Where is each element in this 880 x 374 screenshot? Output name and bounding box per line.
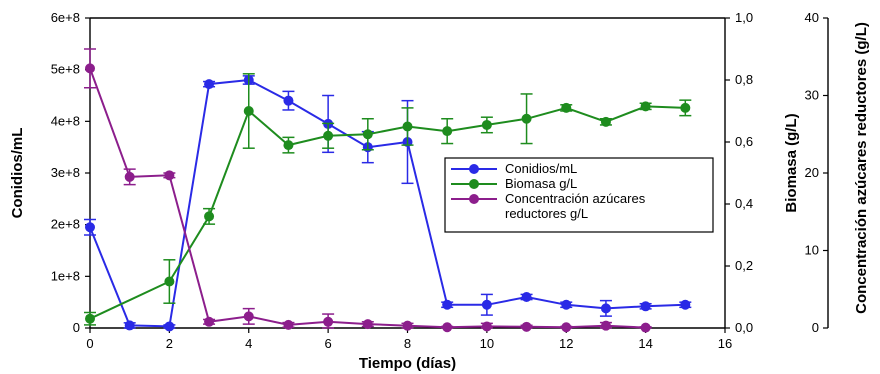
data-point — [323, 130, 334, 141]
y-right1-axis-title: Biomasa (g/L) — [783, 113, 800, 212]
legend-entry-label: reductores g/L — [505, 206, 588, 221]
y-right1-tick-label: 1,0 — [735, 10, 753, 25]
data-point — [680, 299, 691, 310]
y-right2-tick-label: 10 — [805, 243, 819, 258]
data-point — [204, 211, 215, 222]
y-left-tick-label: 3e+8 — [51, 165, 80, 180]
series-1 — [84, 73, 692, 326]
data-point — [640, 322, 651, 333]
data-point — [442, 126, 453, 137]
data-point — [640, 101, 651, 112]
data-point — [243, 311, 254, 322]
data-point — [521, 113, 532, 124]
data-point — [640, 301, 651, 312]
legend-swatch-marker — [469, 194, 479, 204]
y-left-tick-label: 5e+8 — [51, 62, 80, 77]
x-tick-label: 10 — [480, 336, 494, 351]
axes-group: 0 2 4 6 8 10 12 14 16 0 1e+8 2e+8 3e+8 4e+8 5e+8 6e+8 0,… — [9, 10, 870, 372]
data-point — [164, 276, 175, 287]
y-right1-tick-label: 0,2 — [735, 258, 753, 273]
data-point — [600, 303, 611, 314]
data-point — [283, 140, 294, 151]
data-point — [402, 121, 413, 132]
data-point — [124, 320, 135, 331]
x-tick-label: 14 — [638, 336, 652, 351]
data-point — [600, 116, 611, 127]
data-point — [362, 319, 373, 330]
legend-entry-label: Concentración azúcares — [505, 191, 646, 206]
series-group — [84, 48, 692, 333]
data-point — [85, 222, 95, 233]
y-left-axis-title: Conidios/mL — [9, 128, 26, 219]
legend-entry-label: Biomasa g/L — [505, 176, 577, 191]
legend-swatch-marker — [469, 179, 479, 189]
data-point — [481, 299, 492, 310]
x-tick-label: 12 — [559, 336, 573, 351]
data-point — [442, 322, 453, 333]
x-tick-label: 4 — [245, 336, 252, 351]
legend-swatch-marker — [469, 164, 479, 174]
x-tick-label: 16 — [718, 336, 732, 351]
y-left-tick-label: 6e+8 — [51, 10, 80, 25]
data-point — [283, 319, 294, 330]
series-line — [89, 78, 686, 328]
data-point — [680, 102, 691, 113]
data-point — [164, 170, 175, 181]
data-point — [323, 316, 334, 327]
data-point — [243, 106, 254, 116]
data-point — [561, 102, 572, 113]
data-point — [481, 119, 492, 130]
data-point — [481, 321, 492, 332]
x-tick-label: 0 — [86, 336, 93, 351]
y-right1-tick-label: 0,8 — [735, 72, 753, 87]
x-axis-title: Tiempo (días) — [359, 355, 456, 372]
data-point — [402, 320, 413, 331]
data-point — [521, 321, 532, 332]
y-right1-tick-label: 0,0 — [735, 320, 753, 335]
x-tick-label: 2 — [166, 336, 173, 351]
y-left-tick-label: 0 — [73, 320, 80, 335]
y-left-tick-label: 1e+8 — [51, 268, 80, 283]
x-tick-label: 6 — [325, 336, 332, 351]
y-right1-tick-label: 0,4 — [735, 196, 753, 211]
y-right2-axis-title: Concentración azúcares reductores (g/L) — [853, 22, 870, 314]
y-right2-tick-label: 40 — [805, 10, 819, 25]
data-point — [124, 171, 135, 182]
data-point — [442, 299, 453, 310]
data-point — [204, 79, 215, 90]
data-point — [521, 292, 532, 302]
y-right2-tick-label: 0 — [812, 320, 819, 335]
y-right2-tick-label: 30 — [805, 88, 819, 103]
y-left-tick-label: 2e+8 — [51, 217, 80, 232]
data-point — [204, 316, 215, 327]
data-point — [85, 63, 95, 74]
data-point — [561, 299, 572, 310]
data-point — [362, 129, 373, 140]
data-point — [600, 320, 611, 331]
legend-box — [444, 157, 714, 233]
legend-entry-label: Conidios/mL — [505, 161, 577, 176]
y-right1-tick-label: 0,6 — [735, 134, 753, 149]
data-point — [164, 321, 175, 332]
y-left-tick-label: 4e+8 — [51, 113, 80, 128]
data-point — [283, 95, 294, 106]
data-point — [85, 313, 95, 324]
data-point — [561, 322, 572, 333]
x-tick-label: 8 — [404, 336, 411, 351]
series-2 — [84, 48, 652, 333]
y-right2-tick-label: 20 — [805, 165, 819, 180]
